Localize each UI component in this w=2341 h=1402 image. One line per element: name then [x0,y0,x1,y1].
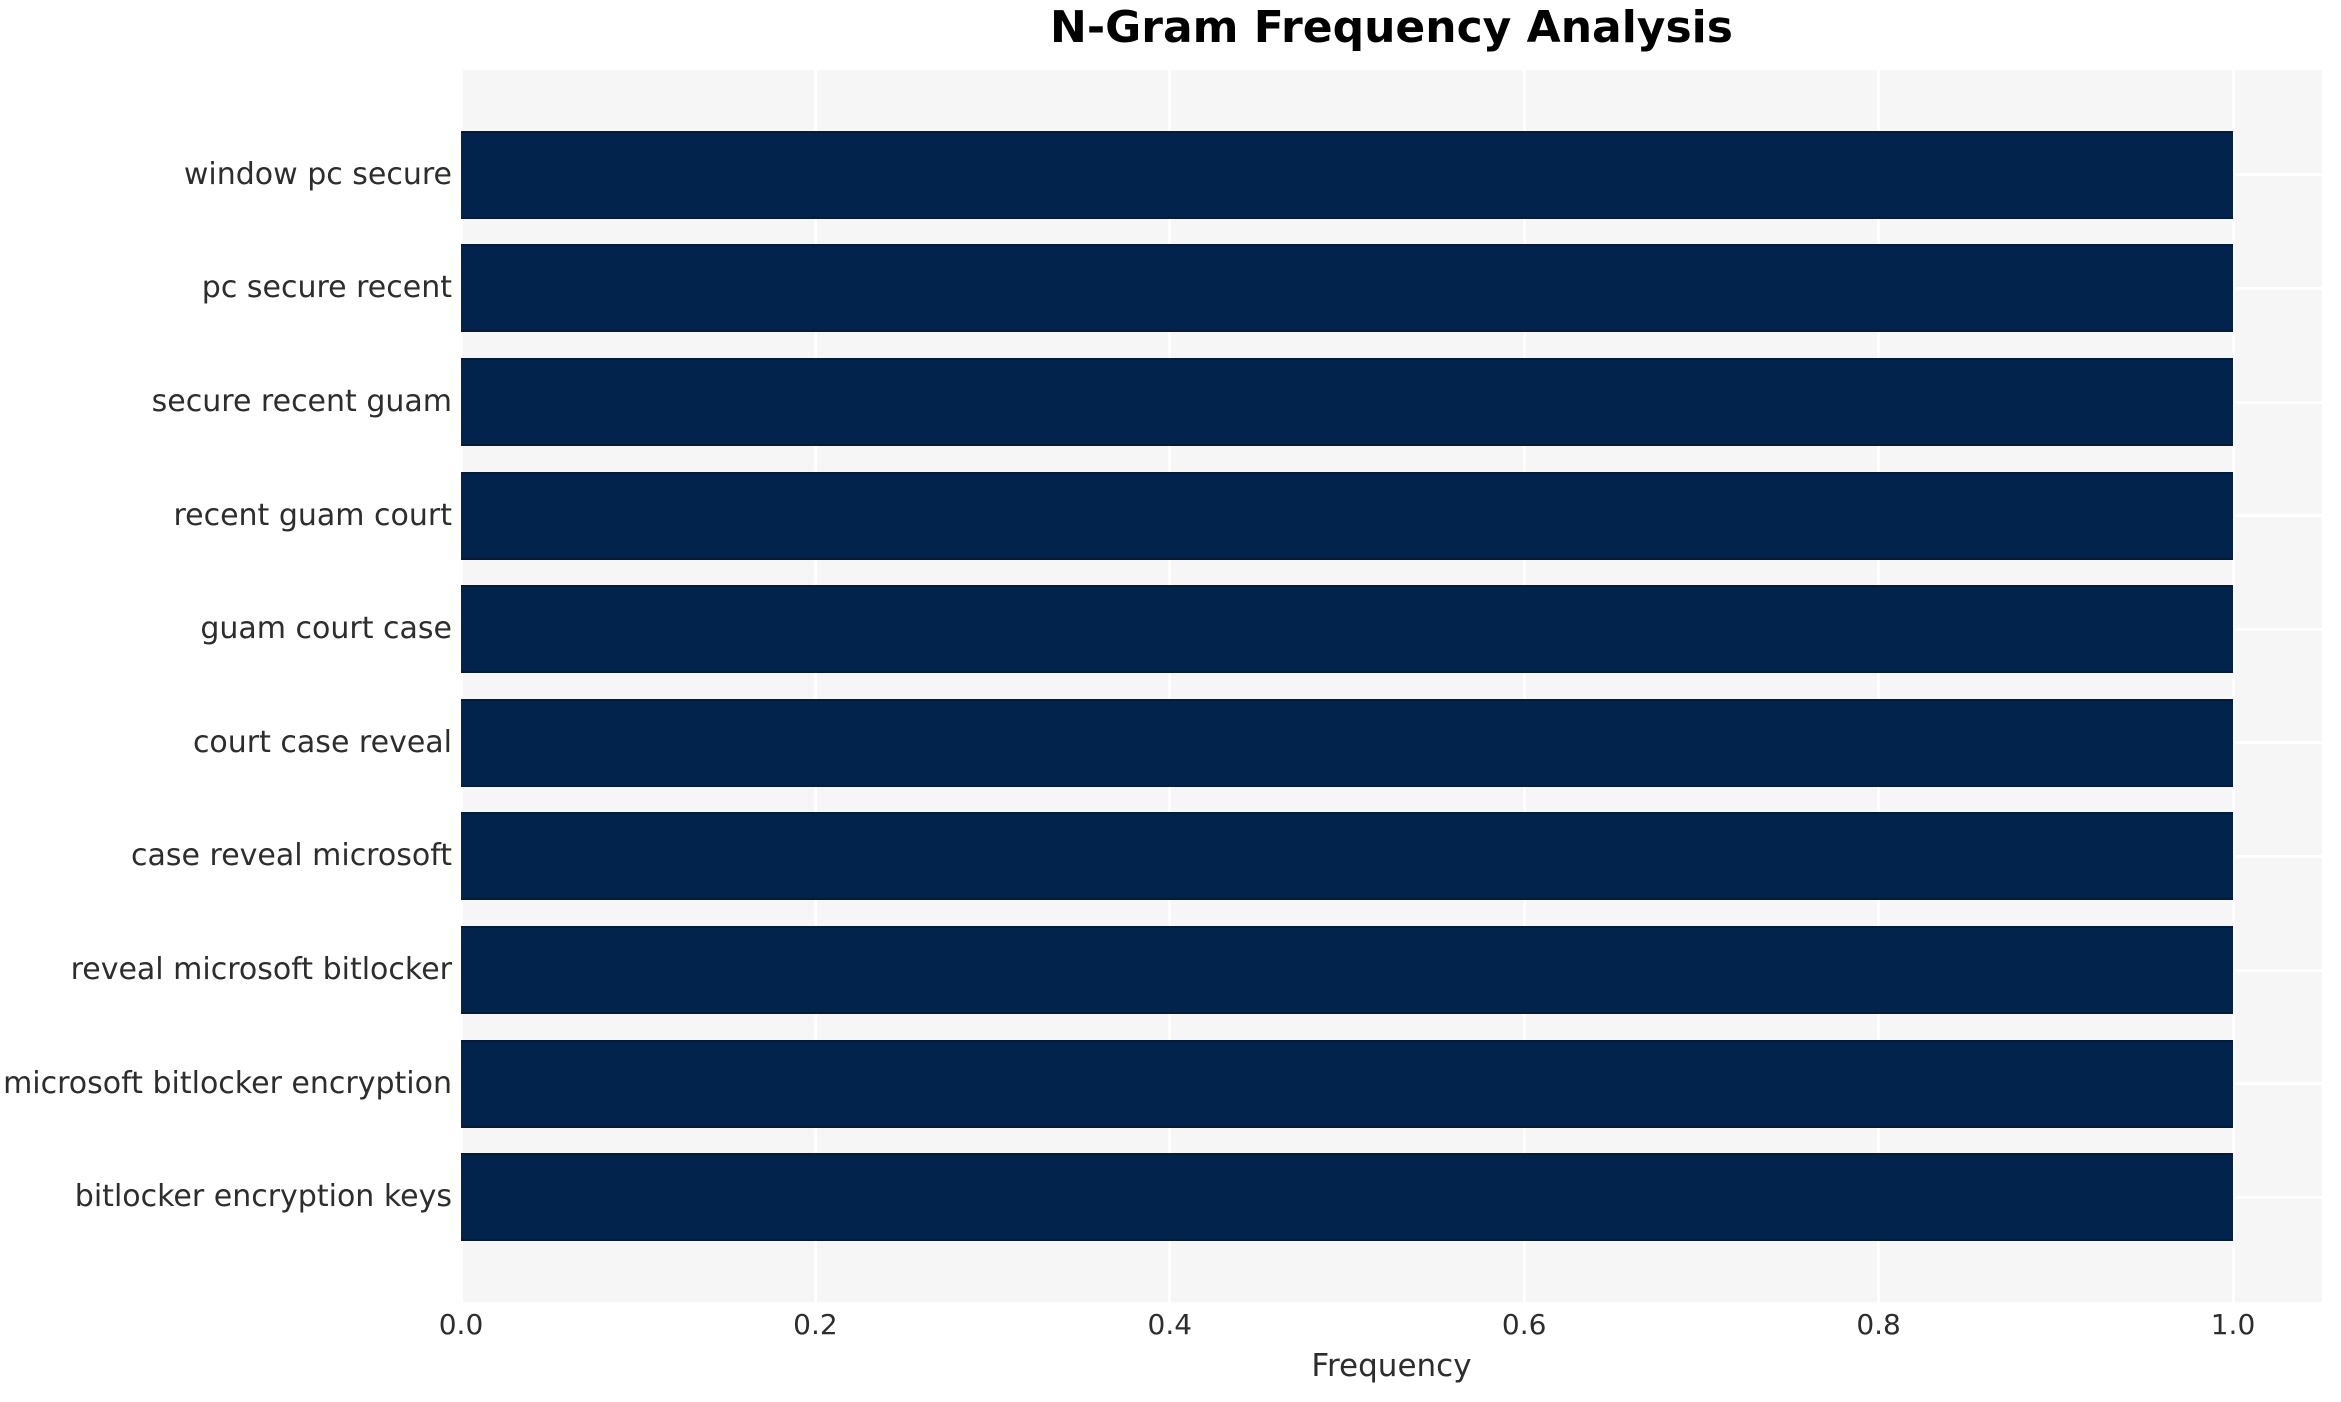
chart-title: N-Gram Frequency Analysis [1050,2,1733,53]
x-tick-label: 0.6 [1501,1308,1547,1341]
y-tick-label: secure recent guam [151,384,452,419]
v-gridline [1168,70,1172,1302]
bar [461,812,2233,901]
bar [461,130,2233,219]
bar [461,698,2233,787]
v-gridline [461,70,463,1302]
bar [461,358,2233,446]
y-tick-label: case reveal microsoft [131,838,452,874]
y-tick-label: reveal microsoft bitlocker [70,952,452,987]
bar [461,585,2233,674]
bar [461,1153,2233,1242]
bar [461,244,2233,333]
x-axis-label: Frequency [1311,1348,1472,1384]
v-gridline [1522,70,1526,1302]
bar [461,926,2233,1014]
y-tick-label: pc secure recent [201,270,452,306]
x-tick-label: 0.2 [793,1308,838,1341]
y-tick-label: microsoft bitlocker encryption [3,1065,452,1101]
v-gridline [1877,70,1881,1302]
v-gridline [2231,70,2235,1302]
x-tick-label: 0.8 [1856,1308,1901,1341]
x-tick-label: 1.0 [2210,1308,2256,1341]
plot-area [461,70,2322,1302]
bar [461,1039,2233,1128]
x-tick-label: 0.4 [1147,1308,1193,1341]
bar [461,471,2233,560]
y-tick-label: court case reveal [192,724,452,760]
v-gridline [813,70,817,1302]
y-tick-label: bitlocker encryption keys [74,1179,452,1215]
y-tick-label: window pc secure [183,156,452,192]
y-tick-label: guam court case [200,611,452,647]
x-tick-label: 0.0 [438,1308,484,1341]
y-tick-label: recent guam court [173,497,452,533]
